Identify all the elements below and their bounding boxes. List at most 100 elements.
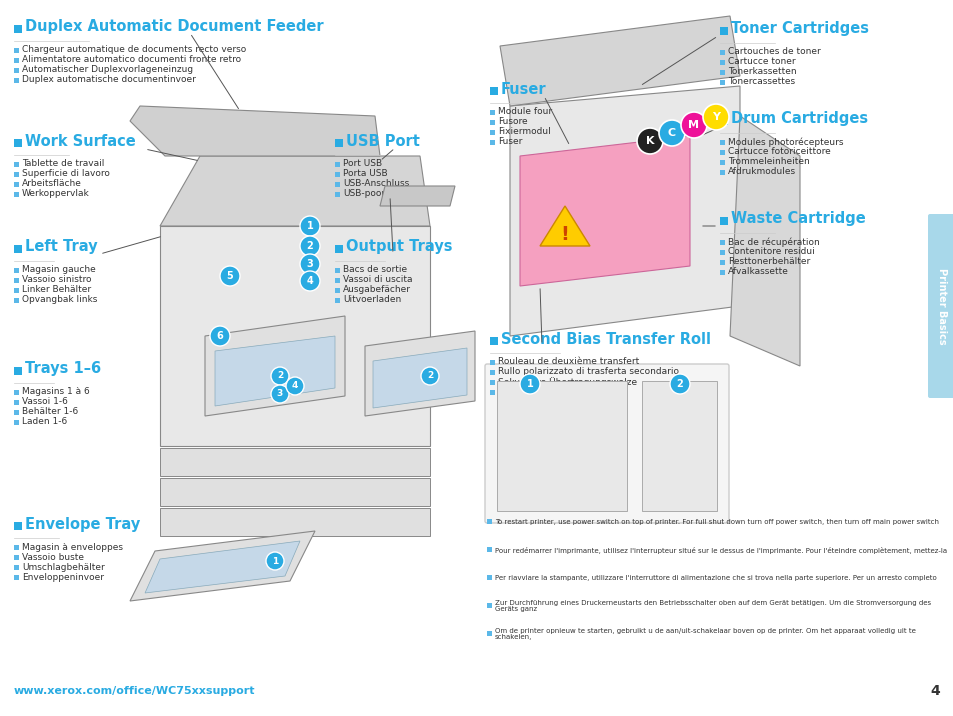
Text: Tonerkassetten: Tonerkassetten: [727, 67, 796, 77]
Circle shape: [271, 385, 289, 403]
Text: Cartucce toner: Cartucce toner: [727, 57, 795, 67]
Text: Printer Basics: Printer Basics: [936, 268, 946, 344]
Bar: [14, 288, 19, 293]
Circle shape: [702, 104, 728, 130]
Text: Per riavviare la stampante, utilizzare l'interruttore di alimentazione che si tr: Per riavviare la stampante, utilizzare l…: [495, 575, 936, 581]
Bar: [14, 555, 19, 560]
Bar: [14, 78, 19, 83]
Text: C: C: [667, 128, 676, 138]
Text: Behälter 1-6: Behälter 1-6: [22, 407, 78, 417]
Circle shape: [637, 128, 662, 154]
Bar: [14, 182, 19, 187]
Bar: [490, 380, 495, 385]
Bar: [720, 80, 724, 85]
Text: Tweede transferrol: Tweede transferrol: [497, 387, 581, 397]
Bar: [335, 172, 339, 177]
Text: Duplex automatische documentinvoer: Duplex automatische documentinvoer: [22, 75, 195, 84]
Text: 1: 1: [272, 556, 278, 566]
Polygon shape: [499, 16, 740, 106]
Text: USB-poort: USB-poort: [343, 190, 388, 198]
Text: 3: 3: [306, 259, 313, 269]
Bar: [335, 298, 339, 303]
Text: Vassoio sinistro: Vassoio sinistro: [22, 276, 91, 284]
Text: Laden 1-6: Laden 1-6: [22, 417, 67, 427]
Bar: [490, 87, 497, 95]
Text: Fuser: Fuser: [497, 137, 522, 147]
Circle shape: [659, 120, 684, 146]
Text: Sekundäre Übertragungswalze: Sekundäre Übertragungswalze: [497, 377, 637, 387]
Bar: [490, 120, 495, 125]
Text: K: K: [645, 136, 654, 146]
Text: Ausgabefächer: Ausgabefächer: [343, 286, 411, 294]
Text: 5: 5: [227, 271, 233, 281]
Circle shape: [299, 271, 319, 291]
Polygon shape: [519, 136, 689, 286]
Text: Toner Cartridges: Toner Cartridges: [730, 21, 868, 37]
Text: 2: 2: [306, 241, 313, 251]
Bar: [14, 522, 22, 530]
Bar: [335, 278, 339, 283]
Polygon shape: [130, 531, 314, 601]
Text: Om de printer opnieuw te starten, gebruikt u de aan/uit-schakelaar boven op de p: Om de printer opnieuw te starten, gebrui…: [495, 627, 915, 641]
Bar: [14, 545, 19, 550]
Bar: [720, 150, 724, 155]
Text: Contenitore residui: Contenitore residui: [727, 248, 814, 256]
Bar: [14, 139, 22, 147]
Bar: [720, 270, 724, 275]
Bar: [335, 139, 343, 147]
Bar: [486, 519, 492, 524]
Text: Umschlagbehälter: Umschlagbehälter: [22, 563, 105, 571]
Bar: [490, 130, 495, 135]
FancyBboxPatch shape: [927, 214, 953, 398]
Text: Linker Behälter: Linker Behälter: [22, 286, 91, 294]
Text: !: !: [560, 225, 569, 243]
Text: Pour redémarrer l'imprimante, utilisez l'interrupteur situé sur le dessus de l'i: Pour redémarrer l'imprimante, utilisez l…: [495, 546, 946, 553]
Bar: [335, 182, 339, 187]
Circle shape: [420, 367, 438, 385]
Bar: [14, 48, 19, 53]
Polygon shape: [160, 508, 430, 536]
Bar: [486, 631, 492, 636]
Text: Fixiermodul: Fixiermodul: [497, 127, 550, 137]
Circle shape: [680, 112, 706, 138]
Bar: [486, 603, 492, 608]
Text: Resttonerbehälter: Resttonerbehälter: [727, 258, 809, 266]
Bar: [14, 575, 19, 580]
Text: Fuser: Fuser: [500, 82, 546, 97]
Text: Trays 1–6: Trays 1–6: [25, 362, 101, 377]
Circle shape: [299, 216, 319, 236]
Bar: [14, 245, 22, 253]
Text: M: M: [688, 120, 699, 130]
Polygon shape: [641, 381, 717, 511]
Bar: [14, 268, 19, 273]
Text: To restart printer, use power switch on top of printer. For full shut down turn : To restart printer, use power switch on …: [495, 519, 941, 525]
Bar: [486, 547, 492, 552]
Polygon shape: [160, 478, 430, 506]
Text: Waste Cartridge: Waste Cartridge: [730, 211, 864, 226]
Text: Magasins 1 à 6: Magasins 1 à 6: [22, 387, 90, 397]
Polygon shape: [539, 206, 589, 246]
Text: Fusore: Fusore: [497, 117, 527, 127]
Polygon shape: [160, 156, 430, 226]
Bar: [14, 367, 22, 375]
Circle shape: [519, 374, 539, 394]
Polygon shape: [379, 186, 455, 206]
Text: 2: 2: [676, 379, 682, 389]
Text: Zur Durchführung eines Druckerneustarts den Betriebsschalter oben auf dem Gerät : Zur Durchführung eines Druckerneustarts …: [495, 599, 930, 612]
Text: Port USB: Port USB: [343, 160, 382, 168]
Text: Arbeitsfläche: Arbeitsfläche: [22, 180, 82, 188]
Bar: [720, 250, 724, 255]
Text: 4: 4: [929, 684, 939, 698]
Bar: [720, 170, 724, 175]
Bar: [14, 565, 19, 570]
Bar: [486, 575, 492, 580]
Text: 3: 3: [276, 390, 283, 399]
Bar: [335, 268, 339, 273]
Text: Modules photorécepteurs: Modules photorécepteurs: [727, 137, 842, 147]
FancyBboxPatch shape: [484, 364, 728, 523]
Bar: [720, 160, 724, 165]
Bar: [14, 410, 19, 415]
Bar: [14, 390, 19, 395]
Text: Bac de récupération: Bac de récupération: [727, 237, 819, 247]
Text: USB Port: USB Port: [346, 133, 419, 148]
